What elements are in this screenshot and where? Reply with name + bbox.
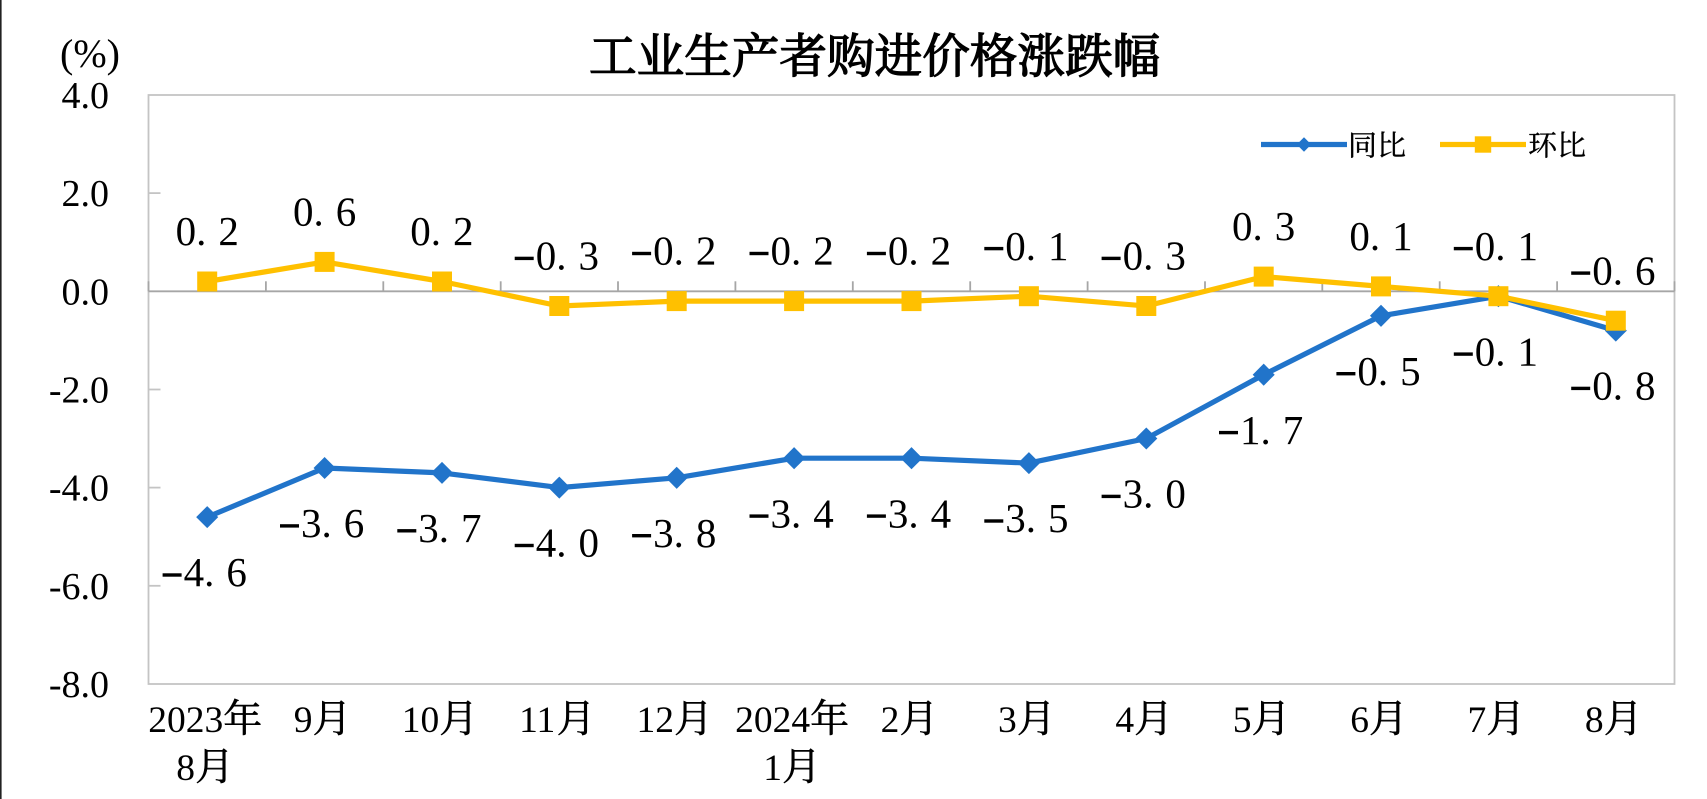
svg-text:4.0: 4.0 xyxy=(62,75,110,117)
svg-text:10: 10 xyxy=(402,700,440,741)
svg-text:2023: 2023 xyxy=(148,700,223,741)
svg-text:8: 8 xyxy=(176,748,195,789)
svg-text:5: 5 xyxy=(1233,700,1252,741)
svg-text:12: 12 xyxy=(637,700,675,741)
svg-text:2: 2 xyxy=(881,700,900,741)
svg-text:11: 11 xyxy=(519,700,555,741)
svg-text:1: 1 xyxy=(763,748,782,789)
svg-text:0.0: 0.0 xyxy=(62,271,110,313)
svg-text:-4.0: -4.0 xyxy=(49,468,109,510)
svg-text:-8.0: -8.0 xyxy=(49,664,109,706)
svg-text:6: 6 xyxy=(1350,700,1369,741)
svg-text:-6.0: -6.0 xyxy=(49,566,109,608)
svg-text:9: 9 xyxy=(294,700,313,741)
svg-text:(%): (%) xyxy=(60,31,120,76)
svg-text:2.0: 2.0 xyxy=(62,173,110,215)
svg-text:7: 7 xyxy=(1468,700,1487,741)
svg-text:3: 3 xyxy=(998,700,1017,741)
svg-text:2024: 2024 xyxy=(735,700,810,741)
svg-text:4: 4 xyxy=(1115,700,1134,741)
svg-text:8: 8 xyxy=(1585,700,1604,741)
svg-text:-2.0: -2.0 xyxy=(49,370,109,412)
